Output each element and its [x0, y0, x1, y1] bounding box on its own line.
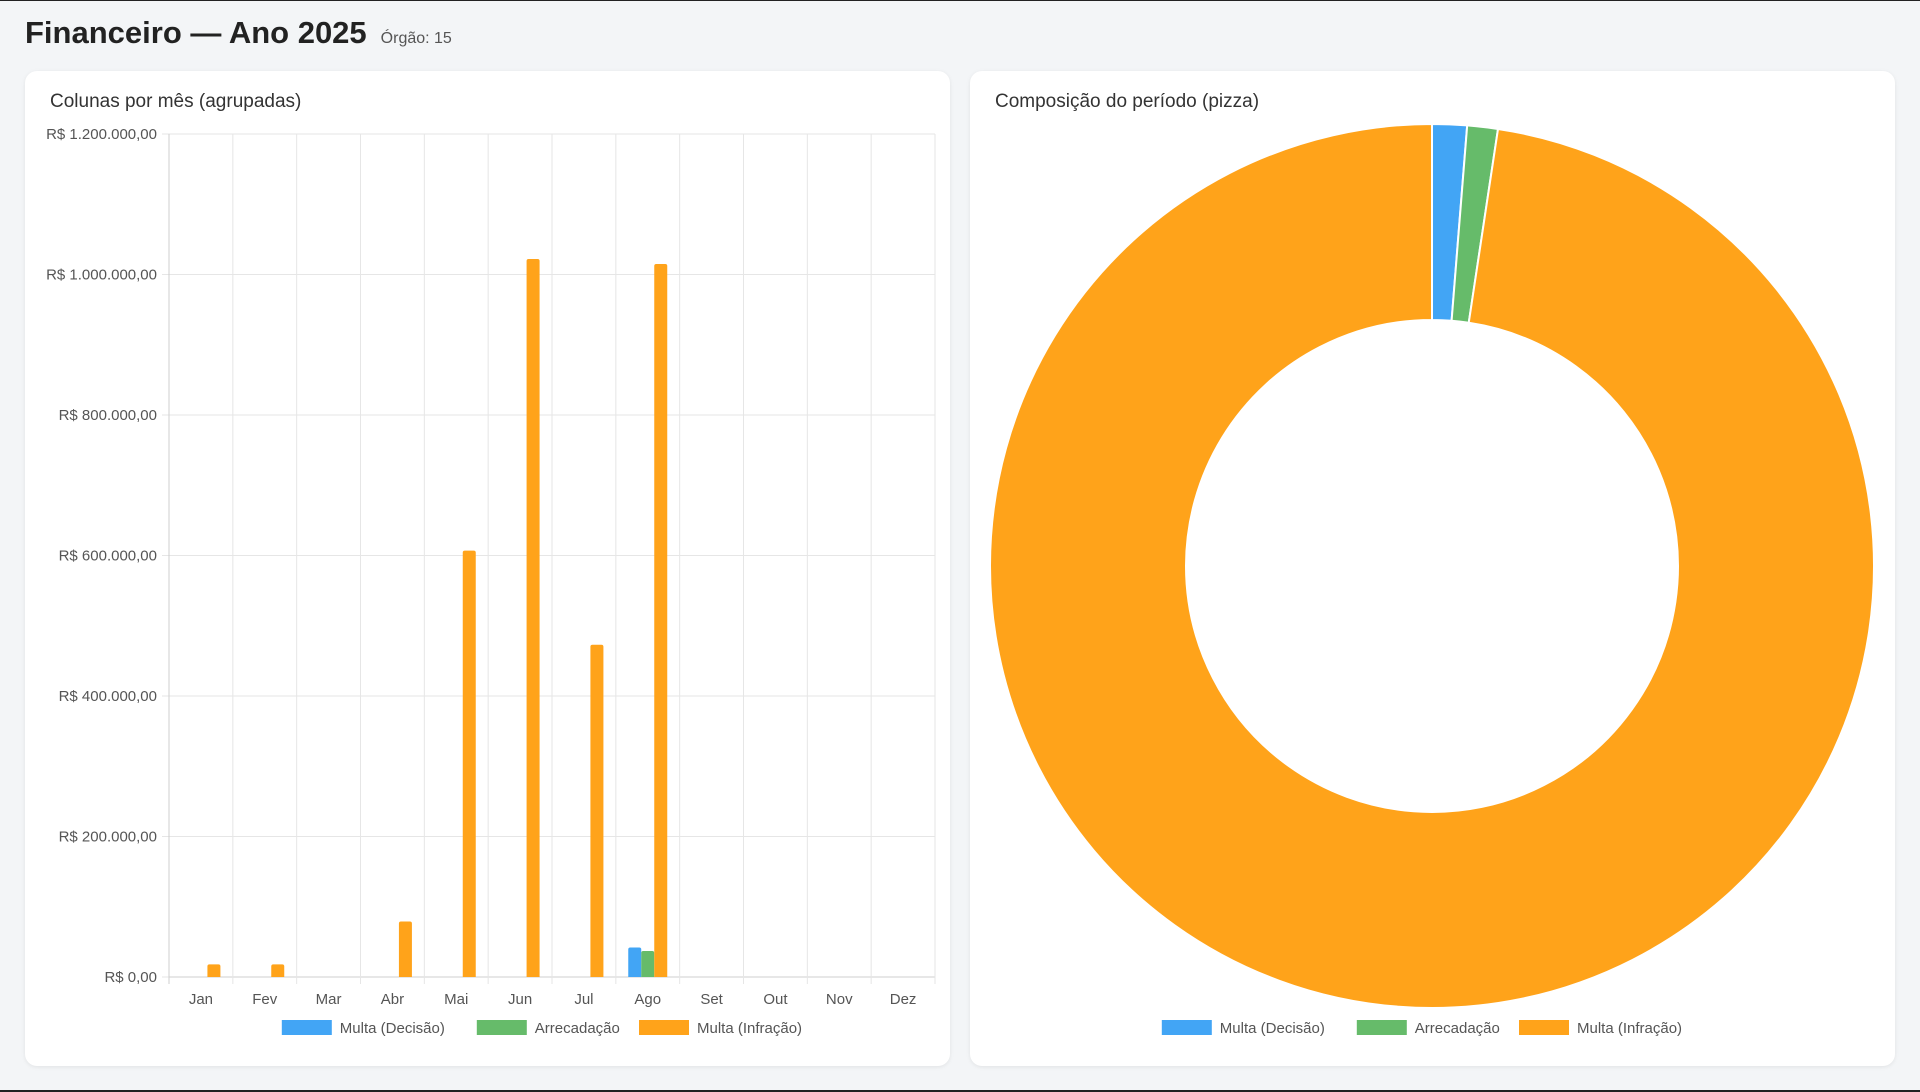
legend-swatch[interactable]: [639, 1020, 689, 1035]
bar-chart-card: Colunas por mês (agrupadas) R$ 0,00 R$ 20…: [25, 71, 950, 1066]
bar-chart-title: Colunas por mês (agrupadas): [50, 91, 302, 112]
bar[interactable]: [207, 964, 221, 977]
bar[interactable]: [271, 964, 285, 977]
x-tick-label: Nov: [826, 991, 853, 1008]
x-tick-label: Jun: [508, 991, 532, 1008]
bar[interactable]: [641, 951, 655, 977]
legend-swatch[interactable]: [476, 1020, 527, 1035]
bar[interactable]: [628, 947, 642, 977]
y-tick-label: R$ 0,00: [104, 969, 157, 986]
pie-legend: Multa (Decisão) Arrecadação Multa (Infraçã…: [1161, 1020, 1682, 1037]
legend-label[interactable]: Arrecadação: [1415, 1020, 1500, 1037]
x-tick-label: Out: [763, 991, 788, 1008]
bar[interactable]: [590, 644, 604, 977]
pie-chart-title: Composição do período (pizza): [995, 91, 1260, 112]
y-tick-label: R$ 600.000,00: [59, 548, 157, 565]
legend-swatch[interactable]: [281, 1020, 332, 1035]
legend-label[interactable]: Multa (Infração): [1577, 1020, 1682, 1037]
bar[interactable]: [398, 921, 412, 977]
page-title: Financeiro — Ano 2025: [25, 15, 367, 50]
x-tick-label: Mar: [316, 991, 342, 1008]
pie-chart-card: Composição do período (pizza) Multa (Dec…: [970, 71, 1895, 1066]
bar[interactable]: [654, 263, 668, 977]
page-subtitle: Órgão: 15: [380, 30, 452, 47]
y-tick-label: R$ 1.000.000,00: [46, 267, 157, 284]
y-tick-label: R$ 800.000,00: [59, 407, 157, 424]
x-tick-label: Set: [700, 991, 723, 1008]
legend-label[interactable]: Multa (Decisão): [1220, 1020, 1325, 1037]
x-tick-label: Jul: [574, 991, 593, 1008]
legend-label[interactable]: Multa (Infração): [697, 1020, 802, 1037]
bar[interactable]: [526, 259, 540, 977]
x-tick-label: Dez: [890, 991, 917, 1008]
bar[interactable]: [462, 550, 476, 977]
y-tick-label: R$ 200.000,00: [59, 829, 157, 846]
legend-swatch[interactable]: [1519, 1020, 1569, 1035]
y-tick-label: R$ 1.200.000,00: [46, 126, 157, 143]
bar-chart: R$ 0,00 R$ 200.000,00 R$ 400.000,00 R$ 600.…: [46, 126, 936, 1037]
x-tick-label: Jan: [189, 991, 213, 1008]
legend-label[interactable]: Arrecadação: [535, 1020, 620, 1037]
pie-chart: Multa (Decisão) Arrecadação Multa (Infraçã…: [989, 122, 1875, 1037]
x-tick-label: Mai: [444, 991, 468, 1008]
bar-legend: Multa (Decisão) Arrecadação Multa (Infraçã…: [281, 1020, 802, 1037]
x-tick-label: Ago: [634, 991, 661, 1008]
legend-swatch[interactable]: [1356, 1020, 1407, 1035]
x-tick-label: Fev: [252, 991, 278, 1008]
pie-slice[interactable]: [989, 122, 1875, 1009]
legend-label[interactable]: Multa (Decisão): [340, 1020, 445, 1037]
legend-swatch[interactable]: [1161, 1020, 1212, 1035]
page-header: Financeiro — Ano 2025 Órgão: 15: [25, 15, 452, 51]
y-tick-label: R$ 400.000,00: [59, 688, 157, 705]
x-tick-label: Abr: [381, 991, 404, 1008]
